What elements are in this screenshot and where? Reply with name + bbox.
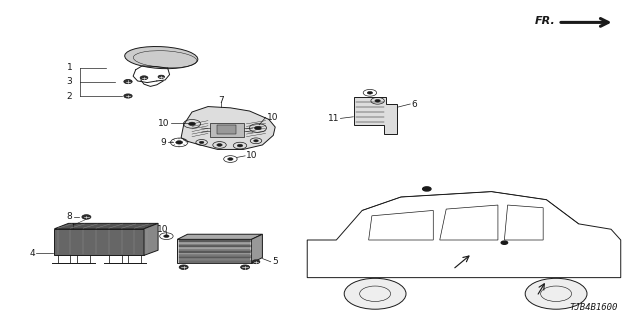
Polygon shape — [354, 97, 397, 134]
Circle shape — [375, 100, 380, 102]
Text: 6: 6 — [412, 100, 417, 108]
Circle shape — [164, 235, 169, 237]
Circle shape — [228, 158, 233, 160]
Circle shape — [124, 94, 132, 98]
Polygon shape — [177, 234, 262, 239]
Circle shape — [525, 278, 587, 309]
Circle shape — [252, 260, 260, 264]
Circle shape — [140, 76, 148, 80]
Text: TJB4B1600: TJB4B1600 — [569, 303, 618, 312]
Circle shape — [179, 265, 188, 269]
Circle shape — [82, 215, 91, 219]
Circle shape — [217, 144, 222, 146]
Text: 7: 7 — [218, 96, 223, 105]
Text: 4: 4 — [29, 249, 35, 258]
Text: 10: 10 — [267, 113, 278, 122]
Circle shape — [237, 144, 243, 147]
Circle shape — [255, 126, 261, 130]
Text: 3: 3 — [67, 77, 72, 86]
FancyBboxPatch shape — [210, 123, 244, 137]
Polygon shape — [54, 229, 144, 255]
Ellipse shape — [125, 46, 198, 69]
Polygon shape — [177, 239, 252, 263]
Text: 1: 1 — [67, 63, 72, 72]
Circle shape — [367, 92, 372, 94]
Circle shape — [344, 278, 406, 309]
Text: 10: 10 — [158, 119, 170, 128]
Polygon shape — [144, 223, 158, 255]
Circle shape — [199, 141, 204, 144]
Text: FR.: FR. — [535, 16, 556, 26]
Text: 8: 8 — [67, 212, 72, 221]
Circle shape — [501, 241, 508, 244]
Polygon shape — [252, 234, 262, 263]
Circle shape — [124, 79, 132, 84]
Text: 10: 10 — [246, 151, 258, 160]
Text: 9: 9 — [161, 138, 166, 147]
Circle shape — [176, 141, 182, 144]
Text: 11: 11 — [328, 114, 339, 123]
Polygon shape — [181, 107, 275, 149]
Text: 5: 5 — [272, 257, 278, 266]
Text: 2: 2 — [67, 92, 72, 100]
Circle shape — [253, 140, 259, 142]
Circle shape — [189, 122, 195, 125]
FancyBboxPatch shape — [217, 125, 236, 134]
Circle shape — [158, 75, 164, 78]
Circle shape — [422, 187, 431, 191]
Text: 10: 10 — [157, 225, 169, 234]
Circle shape — [241, 265, 250, 269]
Polygon shape — [54, 223, 158, 229]
